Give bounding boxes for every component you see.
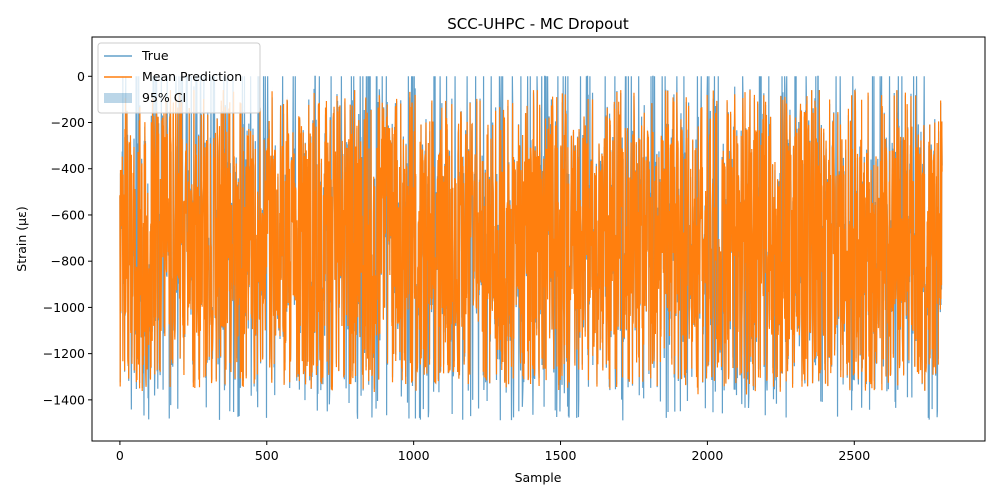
x-tick-label: 2000 [692,448,724,463]
y-axis: 0 −200 −400 −600 −800 −1000 −1200 −1400 [43,69,92,407]
x-tick-label: 1500 [545,448,577,463]
legend-ci-swatch [104,93,132,103]
y-tick-label: −1400 [43,392,85,407]
x-tick-label: 2500 [838,448,870,463]
x-tick-label: 500 [255,448,279,463]
y-tick-label: −1000 [43,300,85,315]
y-tick-label: 0 [77,69,85,84]
y-tick-label: −200 [51,115,85,130]
legend-frame [97,42,261,114]
y-tick-label: −400 [51,161,85,176]
y-tick-label: −1200 [43,346,85,361]
prediction-series-line [119,90,943,395]
x-tick-label: 0 [116,448,124,463]
y-tick-label: −800 [51,254,85,269]
legend: True Mean Prediction 95% CI [97,42,261,114]
legend-true-label: True [141,48,169,63]
y-tick-label: −600 [51,207,85,222]
x-tick-label: 1000 [398,448,430,463]
chart-title: SCC-UHPC - MC Dropout [447,15,629,33]
x-axis-label: Sample [515,470,562,485]
axes-frame [91,36,986,442]
y-axis-label: Strain (με) [14,206,29,271]
legend-prediction-label: Mean Prediction [142,69,242,84]
prediction-series-layer [119,90,943,395]
x-axis: 0 500 1000 1500 2000 2500 [116,441,870,463]
legend-ci-label: 95% CI [142,90,186,105]
